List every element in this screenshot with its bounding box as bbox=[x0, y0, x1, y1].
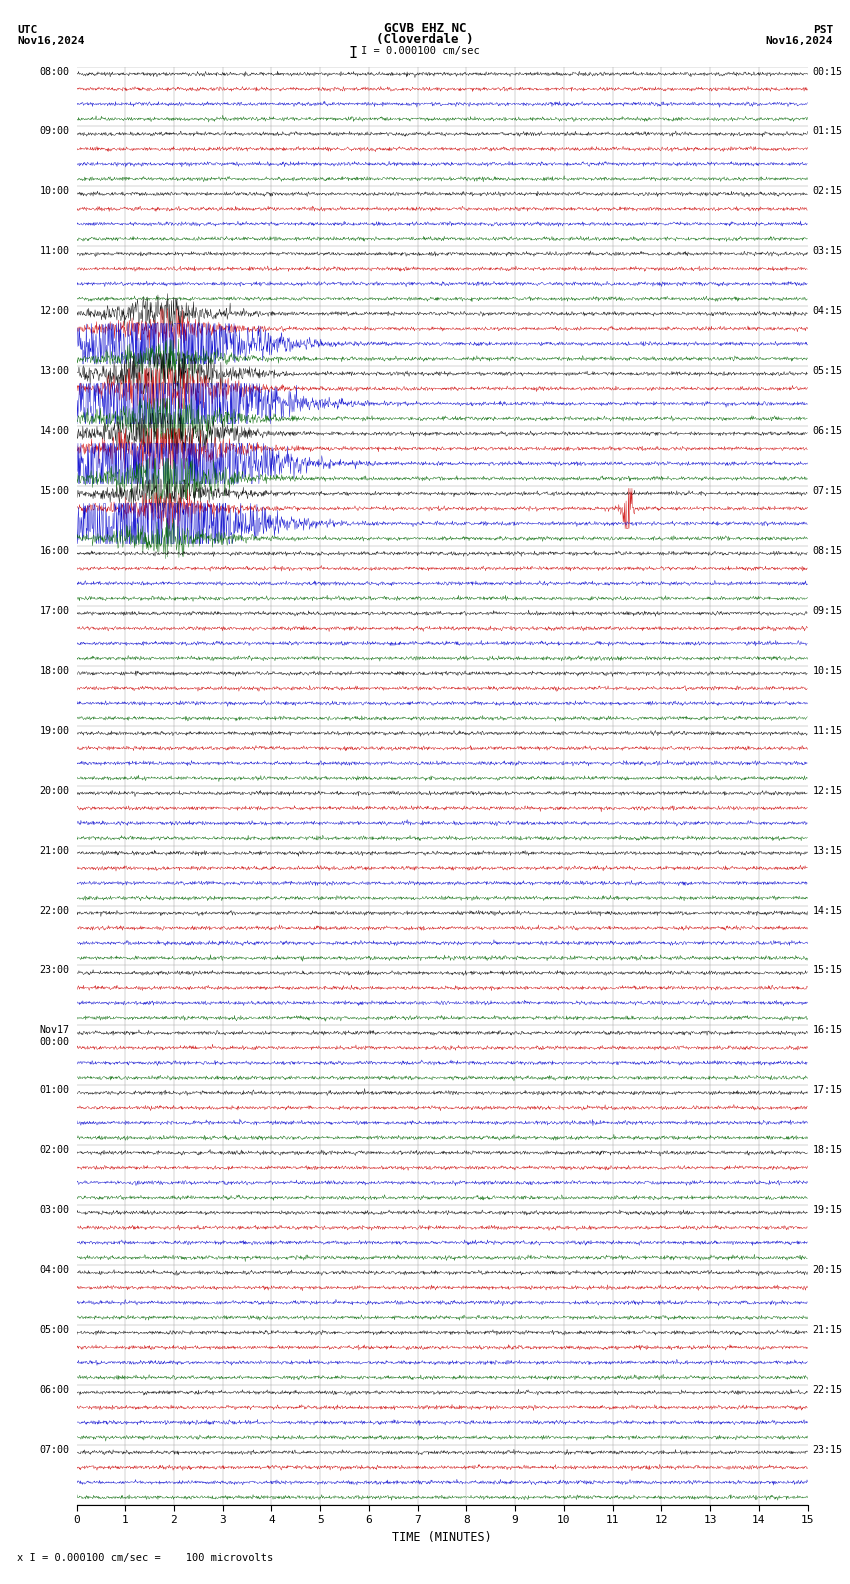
Text: 07:00: 07:00 bbox=[40, 1445, 70, 1454]
Text: 09:15: 09:15 bbox=[813, 607, 842, 616]
Text: 19:15: 19:15 bbox=[813, 1205, 842, 1215]
X-axis label: TIME (MINUTES): TIME (MINUTES) bbox=[392, 1530, 492, 1544]
Text: 08:00: 08:00 bbox=[40, 67, 70, 76]
Text: Nov16,2024: Nov16,2024 bbox=[17, 36, 84, 46]
Text: 08:15: 08:15 bbox=[813, 546, 842, 556]
Text: 16:15: 16:15 bbox=[813, 1025, 842, 1036]
Text: 03:00: 03:00 bbox=[40, 1205, 70, 1215]
Text: 20:00: 20:00 bbox=[40, 786, 70, 795]
Text: x I = 0.000100 cm/sec =    100 microvolts: x I = 0.000100 cm/sec = 100 microvolts bbox=[17, 1554, 273, 1563]
Text: PST: PST bbox=[813, 25, 833, 35]
Text: 04:15: 04:15 bbox=[813, 306, 842, 317]
Text: 04:00: 04:00 bbox=[40, 1266, 70, 1275]
Text: 10:00: 10:00 bbox=[40, 187, 70, 196]
Text: 00:15: 00:15 bbox=[813, 67, 842, 76]
Text: 05:15: 05:15 bbox=[813, 366, 842, 375]
Text: 12:15: 12:15 bbox=[813, 786, 842, 795]
Text: I: I bbox=[348, 46, 357, 60]
Text: 18:15: 18:15 bbox=[813, 1145, 842, 1155]
Text: 21:00: 21:00 bbox=[40, 846, 70, 855]
Text: 23:15: 23:15 bbox=[813, 1445, 842, 1454]
Text: 06:00: 06:00 bbox=[40, 1384, 70, 1396]
Text: 15:00: 15:00 bbox=[40, 486, 70, 496]
Text: 22:15: 22:15 bbox=[813, 1384, 842, 1396]
Text: 22:00: 22:00 bbox=[40, 906, 70, 916]
Text: Nov16,2024: Nov16,2024 bbox=[766, 36, 833, 46]
Text: 23:00: 23:00 bbox=[40, 966, 70, 976]
Text: 14:15: 14:15 bbox=[813, 906, 842, 916]
Text: I = 0.000100 cm/sec: I = 0.000100 cm/sec bbox=[361, 46, 480, 55]
Text: UTC: UTC bbox=[17, 25, 37, 35]
Text: 07:15: 07:15 bbox=[813, 486, 842, 496]
Text: 01:00: 01:00 bbox=[40, 1085, 70, 1095]
Text: 16:00: 16:00 bbox=[40, 546, 70, 556]
Text: 03:15: 03:15 bbox=[813, 246, 842, 257]
Text: 01:15: 01:15 bbox=[813, 127, 842, 136]
Text: 13:00: 13:00 bbox=[40, 366, 70, 375]
Text: 19:00: 19:00 bbox=[40, 725, 70, 735]
Text: 05:00: 05:00 bbox=[40, 1324, 70, 1335]
Text: 10:15: 10:15 bbox=[813, 665, 842, 676]
Text: 11:15: 11:15 bbox=[813, 725, 842, 735]
Text: (Cloverdale ): (Cloverdale ) bbox=[377, 33, 473, 46]
Text: 13:15: 13:15 bbox=[813, 846, 842, 855]
Text: 14:00: 14:00 bbox=[40, 426, 70, 436]
Text: 11:00: 11:00 bbox=[40, 246, 70, 257]
Text: 02:00: 02:00 bbox=[40, 1145, 70, 1155]
Text: 02:15: 02:15 bbox=[813, 187, 842, 196]
Text: 17:00: 17:00 bbox=[40, 607, 70, 616]
Text: 21:15: 21:15 bbox=[813, 1324, 842, 1335]
Text: 18:00: 18:00 bbox=[40, 665, 70, 676]
Text: Nov17
00:00: Nov17 00:00 bbox=[40, 1025, 70, 1047]
Text: 12:00: 12:00 bbox=[40, 306, 70, 317]
Text: 15:15: 15:15 bbox=[813, 966, 842, 976]
Text: 09:00: 09:00 bbox=[40, 127, 70, 136]
Text: 06:15: 06:15 bbox=[813, 426, 842, 436]
Text: GCVB EHZ NC: GCVB EHZ NC bbox=[383, 22, 467, 35]
Text: 20:15: 20:15 bbox=[813, 1266, 842, 1275]
Text: 17:15: 17:15 bbox=[813, 1085, 842, 1095]
